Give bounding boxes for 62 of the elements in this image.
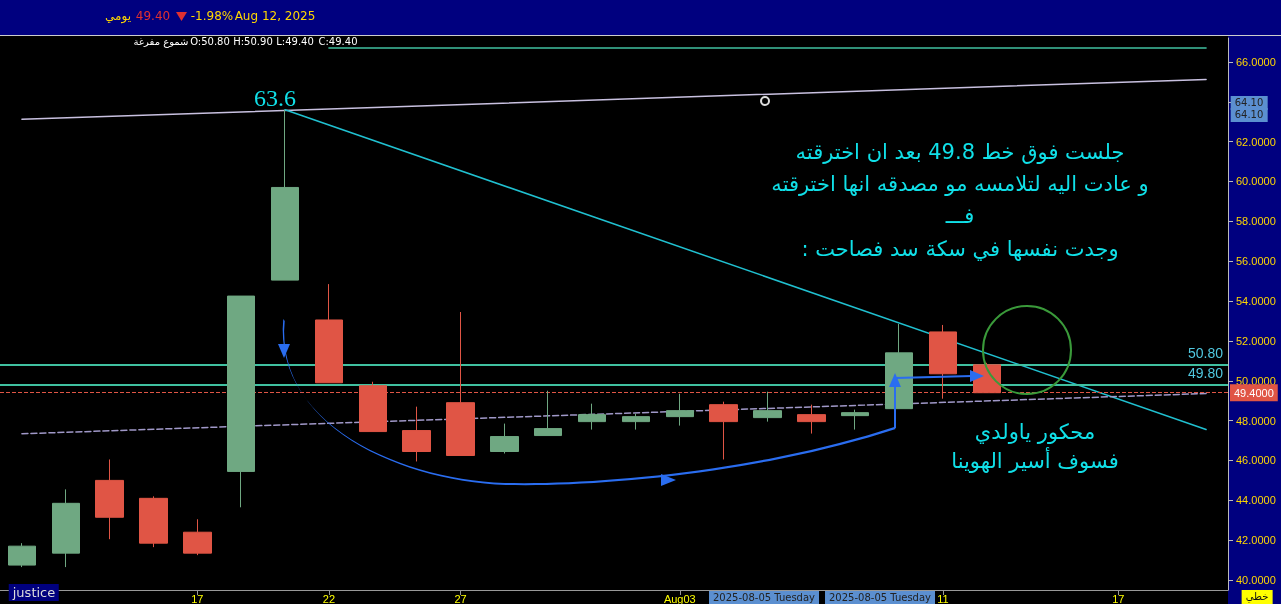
text: 2025-08-05 Tuesday xyxy=(709,591,819,604)
annotation: justice xyxy=(8,584,60,601)
candlestick xyxy=(139,495,168,548)
y-tick-label: 54.0000 xyxy=(1236,295,1276,308)
x-tick-label: 22 xyxy=(322,592,336,604)
x-tick-label: 27 xyxy=(454,592,467,604)
candlestick xyxy=(578,403,606,431)
annotation: L:49.40 xyxy=(276,36,314,47)
annotation: جلست فوق خط 49.8 بعد ان اخترقته xyxy=(795,140,1125,164)
x-tick-label: 11 xyxy=(937,592,949,604)
annotation: و عادت اليه لتلامسه مو مصدقه انها اخترقته xyxy=(771,172,1149,196)
candlestick xyxy=(709,401,738,460)
annotation: فـــ xyxy=(945,204,975,228)
y-tick-label: 56.0000 xyxy=(1236,255,1276,268)
annotation: 63.6 xyxy=(254,85,296,111)
candlestick xyxy=(8,542,36,568)
candlestick xyxy=(95,458,124,540)
annotation: O:50.80 xyxy=(190,36,230,47)
x-tick-label: 17 xyxy=(191,592,204,604)
candlestick xyxy=(271,109,299,281)
annotation: شموع مفرغة xyxy=(133,36,189,47)
y-tick-label: 50.0000 xyxy=(1236,374,1276,387)
text: Aug 12, 2025 xyxy=(234,9,316,23)
text: يومي xyxy=(105,9,131,23)
text: خطي xyxy=(1241,590,1273,604)
candlestick xyxy=(666,393,694,427)
text: 64.10 xyxy=(1230,96,1268,110)
annotation: فسوف أسير الهوينا xyxy=(951,449,1119,473)
y-tick-label: 58.0000 xyxy=(1236,215,1276,228)
annotation: وجدت نفسها في سكة سد فصاحت : xyxy=(801,237,1119,261)
candlestick xyxy=(183,518,212,556)
candlestick xyxy=(402,406,431,462)
x-tick-label: Aug03 xyxy=(663,592,696,604)
y-tick-label: 46.0000 xyxy=(1236,454,1276,467)
candlestick xyxy=(227,295,255,508)
ref-line-label: 50.80 xyxy=(1187,344,1224,361)
ref-line-label: 49.80 xyxy=(1187,364,1224,381)
y-tick-label: 44.0000 xyxy=(1236,494,1276,507)
candlestick xyxy=(797,404,826,435)
ref-line-label: 49.4000 xyxy=(1234,386,1274,399)
text: 2025-08-05 Tuesday xyxy=(825,591,935,604)
y-tick-label: 66.0000 xyxy=(1236,55,1276,68)
annotation: محكور ياولدي xyxy=(974,420,1096,444)
y-tick-label: 48.0000 xyxy=(1236,414,1276,427)
y-tick-label: 42.0000 xyxy=(1236,534,1276,547)
y-tick-label: 52.0000 xyxy=(1236,334,1276,347)
y-tick-label: 60.0000 xyxy=(1236,175,1276,188)
text: 64.10 xyxy=(1230,108,1268,122)
text: -1.98% xyxy=(190,9,234,23)
candlestick xyxy=(841,409,869,431)
candlestick xyxy=(622,413,650,431)
candlestick xyxy=(52,488,80,568)
text: 49.40 xyxy=(135,9,171,23)
x-tick-label: 17 xyxy=(1112,592,1125,604)
candlestick xyxy=(753,391,782,423)
y-tick-label: 62.0000 xyxy=(1236,135,1276,148)
candlestick xyxy=(315,283,343,384)
annotation: H:50.90 xyxy=(233,36,273,47)
annotation: C:49.40 xyxy=(318,36,358,47)
candlestick xyxy=(534,390,562,437)
candlestick xyxy=(490,423,519,454)
y-tick-label: 40.0000 xyxy=(1236,574,1276,587)
